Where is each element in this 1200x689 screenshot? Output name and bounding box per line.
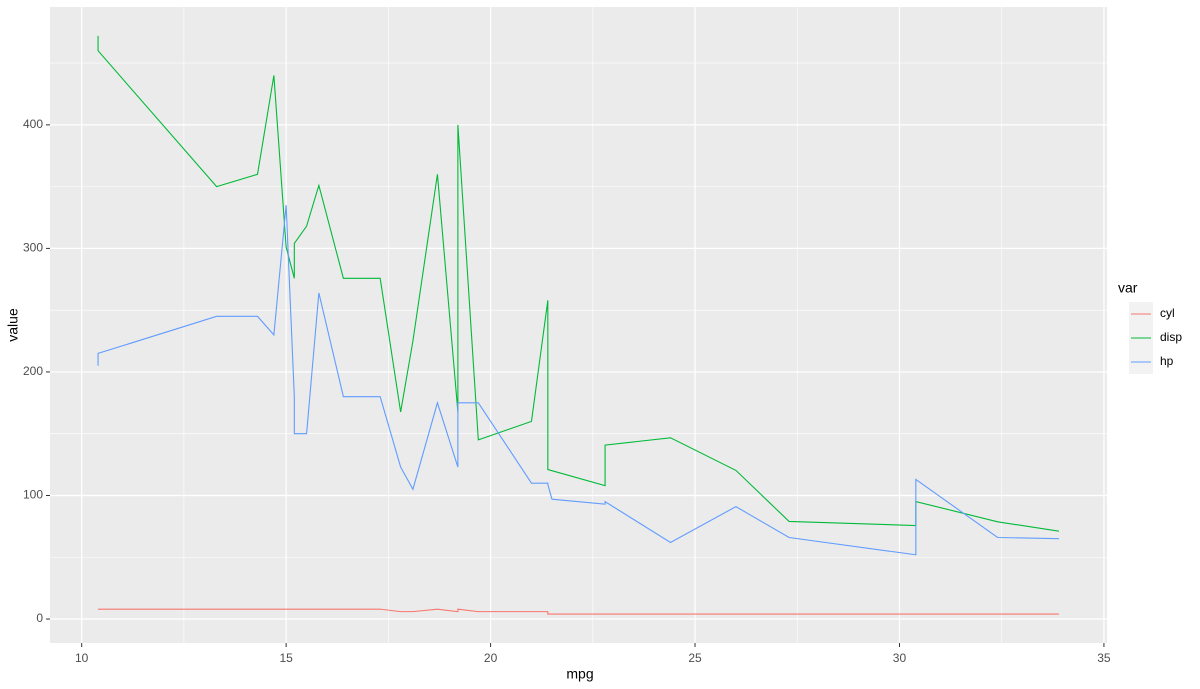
- y-tick-label: 0: [36, 611, 43, 625]
- panel: [50, 7, 1107, 643]
- legend-label: disp: [1160, 330, 1182, 344]
- x-tick-label: 20: [484, 651, 498, 665]
- y-tick-label: 200: [23, 364, 43, 378]
- legend-title: var: [1118, 280, 1138, 296]
- x-tick-label: 25: [688, 651, 702, 665]
- y-tick-label: 300: [23, 241, 43, 255]
- x-tick-label: 35: [1097, 651, 1111, 665]
- x-tick-label: 30: [893, 651, 907, 665]
- x-axis-title: mpg: [566, 666, 593, 682]
- legend-label: cyl: [1160, 306, 1175, 320]
- legend-label: hp: [1160, 354, 1174, 368]
- x-tick-label: 15: [279, 651, 293, 665]
- y-axis-title: value: [5, 308, 21, 342]
- series-line: [97, 205, 1059, 556]
- y-tick-label: 400: [23, 117, 43, 131]
- y-tick-label: 100: [23, 488, 43, 502]
- series-line: [98, 608, 1059, 615]
- x-tick-label: 10: [75, 651, 89, 665]
